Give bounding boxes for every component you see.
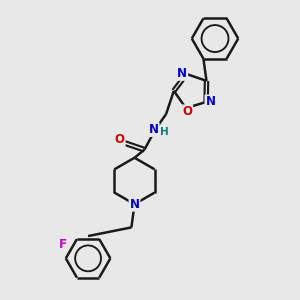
Text: N: N	[206, 95, 215, 109]
Text: F: F	[58, 238, 67, 251]
Text: H: H	[160, 127, 168, 137]
Text: N: N	[149, 123, 159, 136]
Text: O: O	[115, 133, 125, 146]
Text: O: O	[182, 105, 192, 119]
Text: N: N	[130, 198, 140, 211]
Text: N: N	[177, 67, 187, 80]
